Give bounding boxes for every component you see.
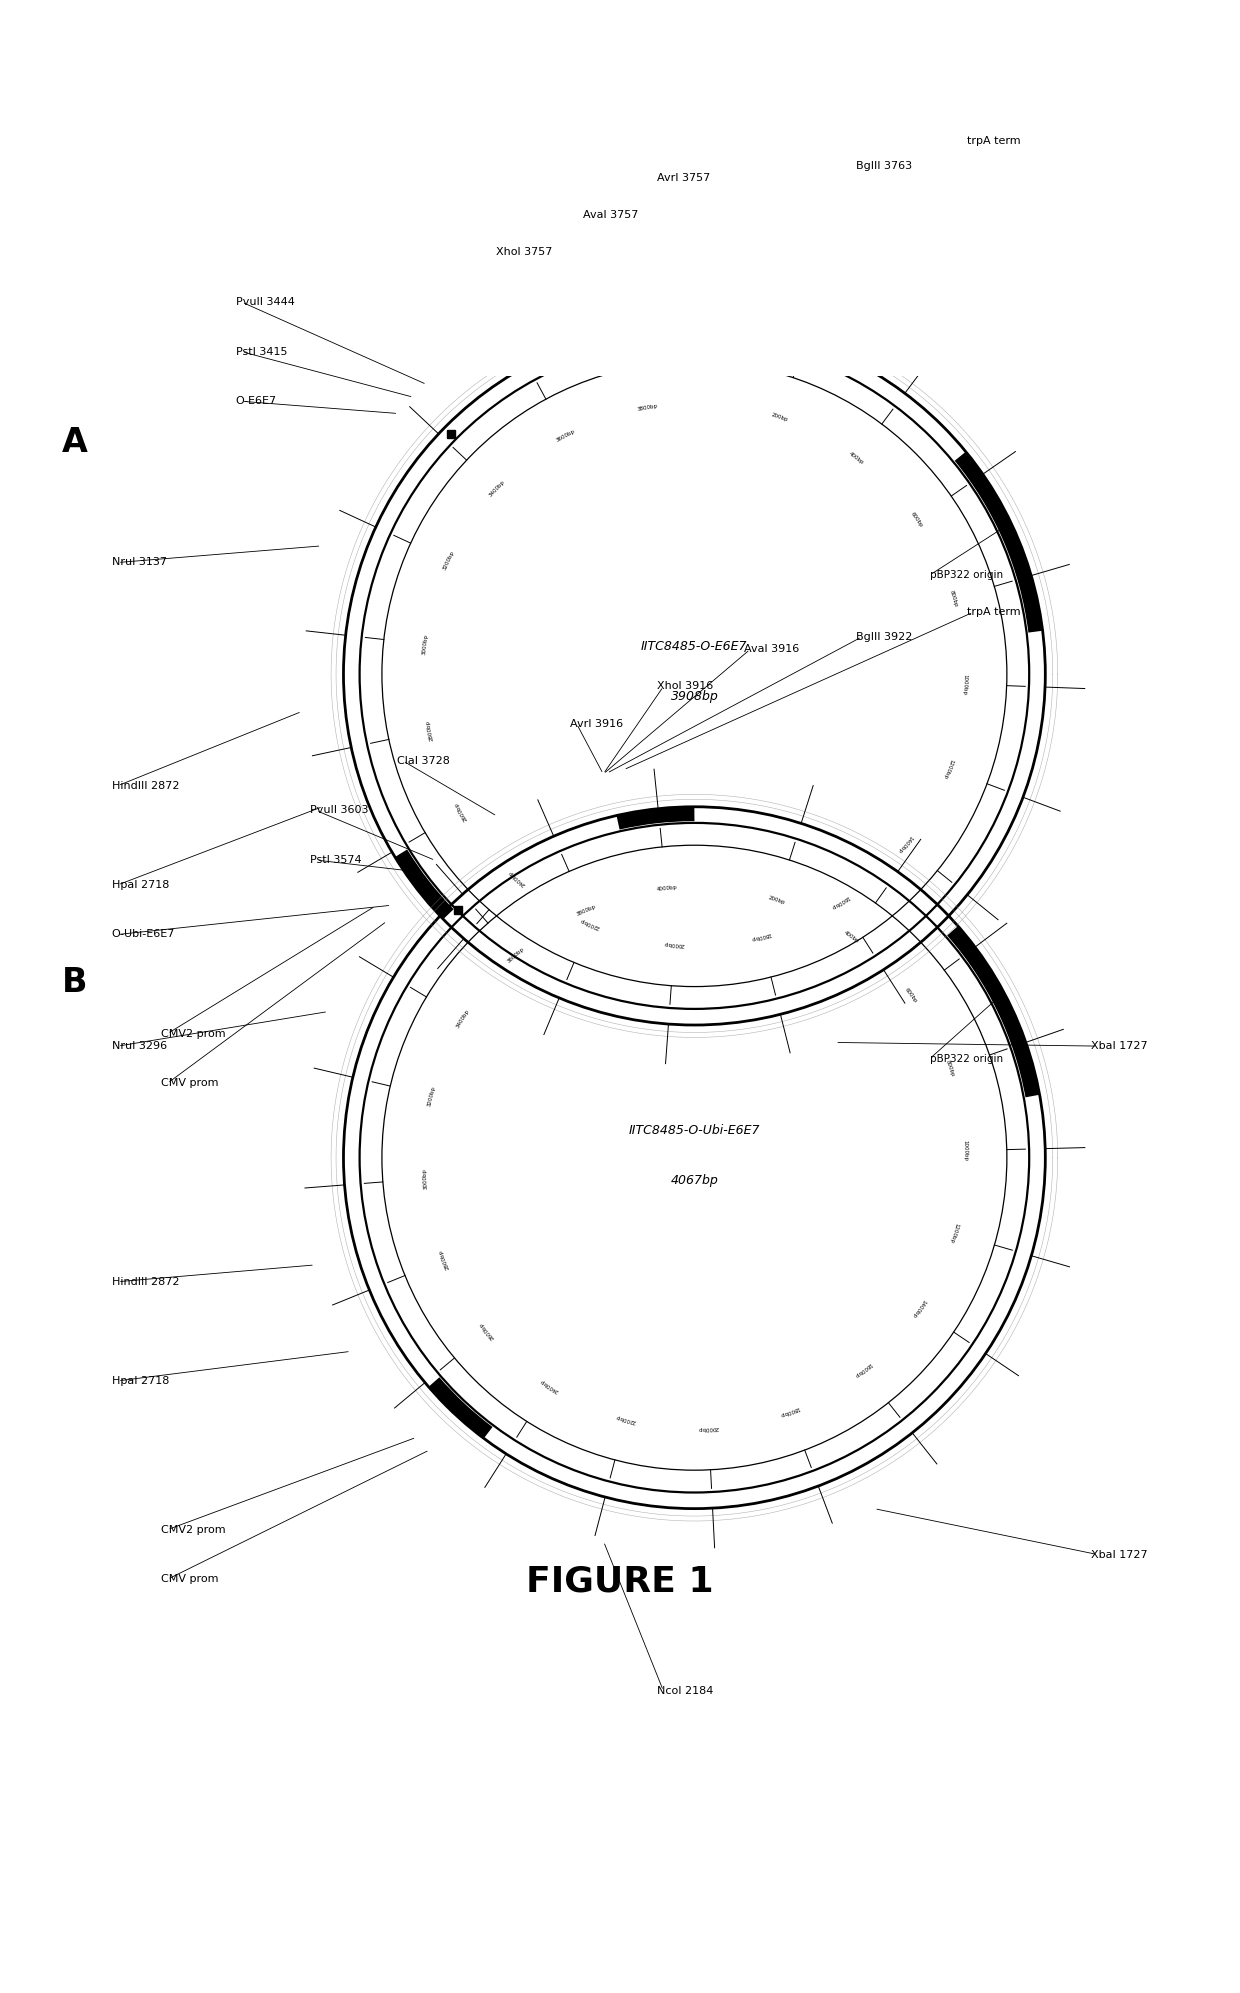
Text: pBP322 origin: pBP322 origin [930,1054,1003,1064]
Text: 3800bp: 3800bp [637,403,658,413]
Text: 600bp: 600bp [904,987,918,1004]
Text: 800bp: 800bp [945,1060,955,1078]
Text: HpaI 2718: HpaI 2718 [112,1375,169,1385]
Text: Aval 3916: Aval 3916 [744,644,800,654]
Text: 1400bp: 1400bp [897,835,913,853]
Text: IITC8485-O-Ubi-E6E7: IITC8485-O-Ubi-E6E7 [629,1124,760,1136]
Text: PvuII 3603: PvuII 3603 [310,805,368,815]
Text: 1400bp: 1400bp [910,1299,926,1319]
Text: BgIII 3763: BgIII 3763 [856,161,911,171]
Text: BgIII 3922: BgIII 3922 [856,632,911,642]
Text: 2600bp: 2600bp [454,801,469,821]
Text: 3600bp: 3600bp [506,947,526,963]
Text: 2400bp: 2400bp [507,869,526,887]
Text: NcoI 2184: NcoI 2184 [657,1686,713,1696]
Text: 2000bp: 2000bp [698,1425,719,1431]
Text: 200bp: 200bp [771,413,789,423]
Text: NruI 3296: NruI 3296 [112,1040,166,1050]
Text: 200bp: 200bp [768,895,786,905]
Text: 3000bp: 3000bp [422,634,429,656]
Text: 600bp: 600bp [909,512,924,528]
Text: HpaI 2718: HpaI 2718 [112,879,169,891]
Text: 2400bp: 2400bp [539,1377,559,1393]
Text: CMV2 prom: CMV2 prom [161,1525,226,1535]
Text: PvuII 3444: PvuII 3444 [236,297,294,307]
Text: AvrI 3757: AvrI 3757 [657,173,711,183]
Text: 2600bp: 2600bp [479,1321,496,1341]
Text: 3400bp: 3400bp [489,480,506,498]
Text: 3000bp: 3000bp [422,1168,428,1190]
Text: CMV prom: CMV prom [161,1078,218,1088]
Text: 2800bp: 2800bp [438,1250,450,1270]
Text: ClaI 3728: ClaI 3728 [397,755,450,765]
Text: 1800bp: 1800bp [779,1405,801,1417]
Text: A: A [62,427,88,458]
Text: XbaI 1727: XbaI 1727 [1091,1040,1148,1050]
Text: 3200bp: 3200bp [427,1084,436,1106]
Text: AvrI 3916: AvrI 3916 [570,719,624,729]
Text: pBP322 origin: pBP322 origin [930,570,1003,580]
Text: 400bp: 400bp [848,450,866,464]
Text: 800bp: 800bp [949,590,959,608]
Text: CMV2 prom: CMV2 prom [161,1028,226,1038]
Text: 1600bp: 1600bp [852,1361,872,1377]
Text: trpA term: trpA term [967,608,1021,618]
Text: 4067bp: 4067bp [671,1174,718,1186]
Text: 1000bp: 1000bp [962,1140,967,1162]
Text: FIGURE 1: FIGURE 1 [526,1565,714,1598]
Text: 4000bp: 4000bp [656,885,677,893]
Text: 3800bp: 3800bp [575,903,596,917]
Text: B: B [62,965,88,998]
Text: 1200bp: 1200bp [941,757,954,779]
Text: 2200bp: 2200bp [579,917,601,931]
Text: NruI 3137: NruI 3137 [112,558,166,568]
Text: CMV prom: CMV prom [161,1574,218,1584]
Text: 1600bp: 1600bp [830,895,851,909]
Text: Aval 3757: Aval 3757 [583,211,639,221]
Text: O-E6E7: O-E6E7 [236,397,277,407]
Text: IITC8485-O-E6E7: IITC8485-O-E6E7 [641,640,748,654]
Text: 2200bp: 2200bp [615,1415,636,1425]
Text: 1800bp: 1800bp [750,931,771,941]
Text: trpA term: trpA term [967,136,1021,145]
Text: HindIII 2872: HindIII 2872 [112,1278,179,1287]
Text: 3400bp: 3400bp [455,1008,470,1028]
Text: O-Ubi-E6E7: O-Ubi-E6E7 [112,929,175,939]
Text: 2800bp: 2800bp [425,719,435,741]
Text: 1000bp: 1000bp [962,674,967,696]
Text: 3908bp: 3908bp [671,690,718,704]
Text: Xhol 3916: Xhol 3916 [657,682,713,692]
Text: 2000bp: 2000bp [663,941,684,947]
Text: 1200bp: 1200bp [949,1222,960,1244]
Text: Xhol 3757: Xhol 3757 [496,247,552,257]
Text: 3200bp: 3200bp [443,550,455,572]
Text: PstI 3415: PstI 3415 [236,347,288,357]
Text: 3600bp: 3600bp [556,428,577,442]
Text: XbaI 1727: XbaI 1727 [1091,1549,1148,1559]
Text: PstI 3574: PstI 3574 [310,855,362,865]
Text: 400bp: 400bp [842,931,859,945]
Text: HindIII 2872: HindIII 2872 [112,781,179,791]
